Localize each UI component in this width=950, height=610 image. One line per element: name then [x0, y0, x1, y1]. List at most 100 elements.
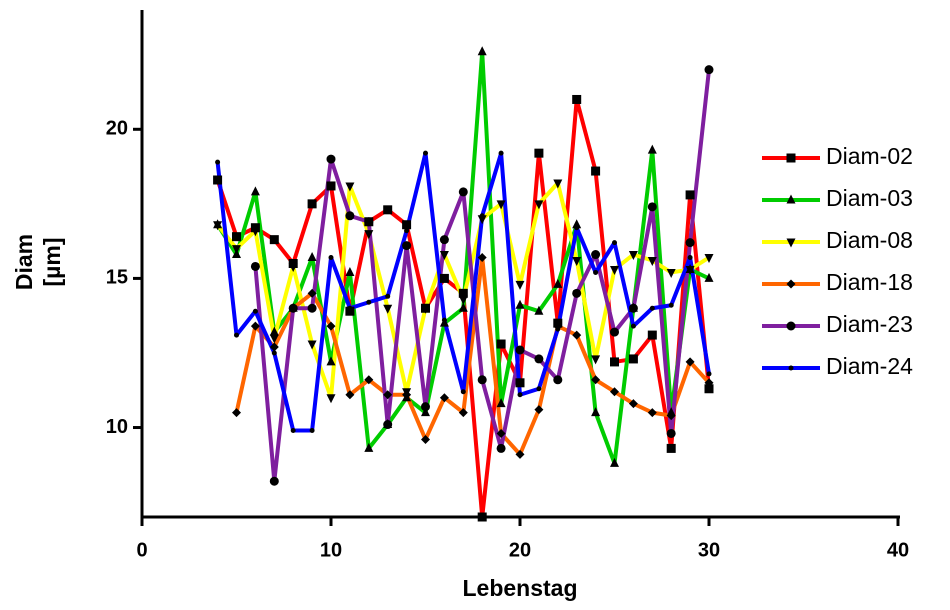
- marker: [421, 402, 430, 412]
- marker: [647, 330, 657, 340]
- y-tick-label: 10: [106, 416, 128, 438]
- marker: [610, 327, 619, 337]
- marker: [423, 150, 428, 156]
- marker: [345, 390, 355, 400]
- marker: [572, 94, 582, 104]
- marker: [364, 217, 374, 227]
- marker: [345, 211, 355, 221]
- marker: [706, 371, 712, 377]
- marker: [536, 386, 542, 392]
- marker: [477, 253, 487, 263]
- marker: [496, 443, 506, 453]
- marker: [534, 200, 544, 210]
- marker: [309, 428, 315, 434]
- marker: [307, 252, 317, 262]
- marker: [364, 230, 374, 240]
- marker: [574, 225, 580, 231]
- x-axis-label: Lebenstag: [462, 575, 577, 601]
- marker: [534, 305, 544, 315]
- legend-label: Diam-18: [826, 269, 913, 295]
- legend-label: Diam-02: [826, 143, 913, 169]
- marker: [572, 288, 582, 298]
- legend-label: Diam-24: [826, 353, 913, 379]
- marker: [704, 384, 714, 394]
- marker: [215, 159, 221, 165]
- marker: [666, 428, 676, 438]
- marker: [786, 321, 796, 331]
- marker: [515, 345, 525, 355]
- marker: [628, 303, 638, 313]
- marker: [364, 442, 374, 452]
- marker: [402, 220, 412, 230]
- marker: [649, 305, 655, 311]
- marker: [612, 240, 617, 246]
- marker: [232, 408, 241, 418]
- marker: [250, 227, 260, 237]
- x-tick-label: 30: [698, 539, 720, 561]
- marker: [364, 375, 374, 385]
- marker: [458, 408, 468, 418]
- marker: [307, 340, 317, 350]
- marker: [685, 357, 695, 367]
- marker: [232, 232, 241, 242]
- marker: [685, 265, 695, 275]
- marker: [786, 238, 796, 248]
- marker: [402, 241, 412, 251]
- marker: [477, 512, 487, 522]
- y-axis-label: [µm]: [39, 237, 65, 286]
- marker: [326, 154, 336, 164]
- marker: [326, 394, 336, 404]
- marker: [610, 265, 619, 275]
- marker: [269, 235, 279, 245]
- marker: [479, 213, 485, 219]
- marker: [383, 390, 393, 400]
- marker: [383, 205, 393, 215]
- marker: [517, 392, 523, 398]
- marker: [383, 420, 393, 430]
- marker: [402, 390, 412, 400]
- y-axis-label: Diam: [11, 234, 37, 290]
- y-tick-label: 15: [106, 267, 128, 289]
- marker: [328, 255, 334, 261]
- marker: [288, 303, 298, 313]
- marker: [610, 357, 619, 367]
- marker: [788, 365, 794, 371]
- marker: [668, 302, 674, 308]
- marker: [553, 375, 563, 385]
- marker: [458, 288, 468, 298]
- x-tick-label: 10: [320, 539, 342, 561]
- x-tick-label: 40: [887, 539, 909, 561]
- marker: [441, 317, 447, 323]
- marker: [666, 268, 676, 278]
- marker: [421, 434, 430, 444]
- marker: [628, 354, 638, 364]
- marker: [326, 356, 336, 366]
- marker: [685, 190, 695, 200]
- marker: [288, 262, 298, 272]
- marker: [234, 332, 239, 338]
- marker: [534, 148, 544, 158]
- marker: [326, 321, 336, 331]
- marker: [628, 251, 638, 261]
- marker: [269, 476, 279, 486]
- marker: [786, 279, 796, 289]
- marker: [572, 330, 582, 340]
- marker: [786, 153, 796, 163]
- legend-label: Diam-23: [826, 311, 913, 337]
- marker: [421, 407, 430, 417]
- marker: [704, 65, 714, 75]
- marker: [213, 221, 223, 231]
- marker: [458, 302, 468, 312]
- marker: [421, 304, 430, 314]
- marker: [385, 293, 391, 299]
- marker: [572, 219, 582, 229]
- marker: [496, 428, 506, 438]
- marker: [269, 342, 279, 352]
- marker: [647, 202, 657, 212]
- marker: [439, 273, 449, 283]
- marker: [647, 408, 657, 418]
- marker: [628, 399, 638, 409]
- marker: [232, 245, 241, 255]
- marker: [439, 235, 449, 245]
- marker: [250, 261, 260, 271]
